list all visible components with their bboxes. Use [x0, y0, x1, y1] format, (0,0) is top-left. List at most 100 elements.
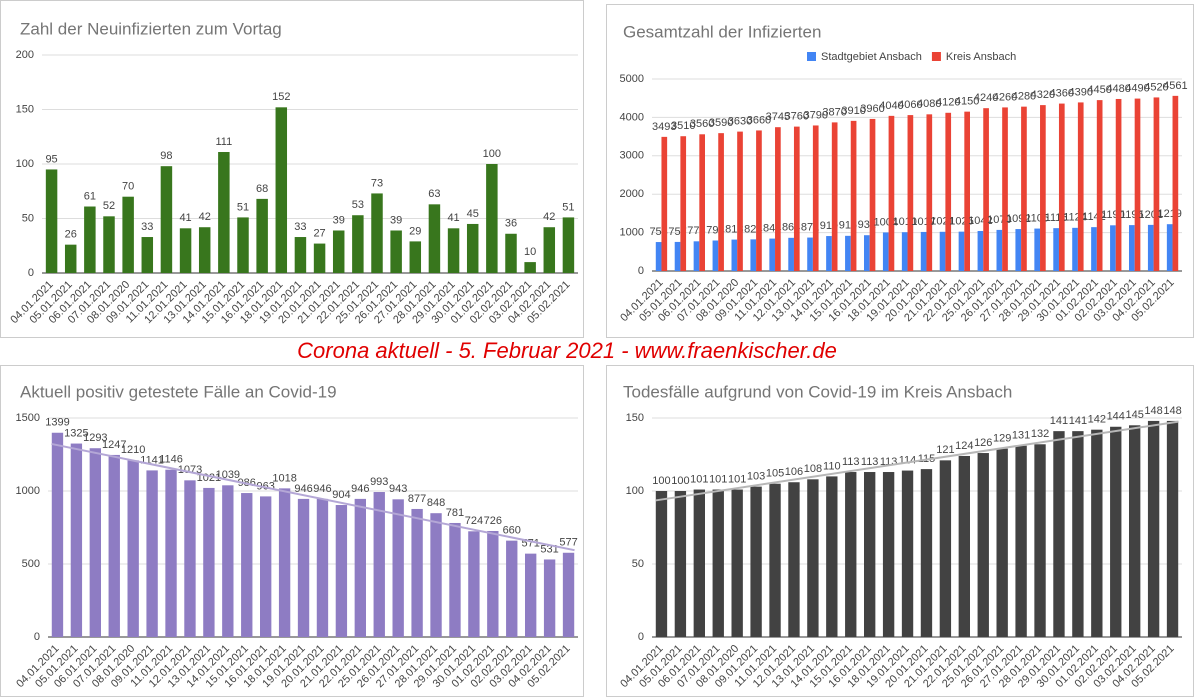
bar: [122, 196, 134, 273]
data-label: 111: [215, 136, 232, 148]
data-label: 124: [955, 440, 973, 452]
data-label: 3493: [652, 121, 676, 133]
bar: [409, 241, 422, 273]
bar: [1072, 431, 1084, 637]
bar: [1115, 98, 1122, 271]
bar: [354, 498, 366, 637]
bar: [775, 127, 781, 271]
data-label: 877: [408, 493, 426, 505]
data-label: 1293: [83, 432, 107, 444]
data-label: 100: [652, 475, 670, 487]
bar: [958, 455, 970, 637]
y-tick-label: 1000: [16, 485, 40, 497]
data-label: 4450: [1087, 84, 1111, 96]
bar: [524, 262, 536, 273]
data-label: 110: [823, 460, 841, 472]
data-label: 39: [333, 214, 345, 226]
y-tick-label: 1500: [16, 412, 40, 424]
bar: [165, 469, 177, 637]
chart-title: Aktuell positiv getestete Fälle an Covid…: [20, 382, 337, 401]
bar: [831, 122, 838, 271]
y-tick-label: 3000: [620, 150, 644, 162]
bar: [411, 508, 423, 637]
bar: [260, 496, 272, 637]
data-label: 39: [390, 214, 402, 226]
y-tick-label: 50: [632, 558, 644, 570]
bar: [1110, 225, 1116, 271]
bar: [51, 432, 64, 637]
data-label: 10: [524, 246, 536, 258]
bar: [1015, 229, 1022, 271]
data-label: 113: [842, 456, 860, 468]
y-tick-label: 100: [16, 158, 34, 170]
y-tick-label: 500: [22, 558, 40, 570]
bar: [939, 231, 946, 271]
bar: [316, 498, 329, 637]
bar: [373, 492, 385, 637]
bar: [160, 166, 173, 273]
bar: [1134, 98, 1141, 271]
bar: [731, 239, 738, 271]
bar: [1034, 444, 1046, 637]
banner: Corona aktuell - 5. Februar 2021 - www.f…: [297, 338, 837, 363]
y-tick-label: 200: [16, 49, 34, 61]
bar: [712, 489, 724, 637]
data-label: 3870: [822, 106, 846, 118]
bar: [506, 540, 518, 637]
bar: [127, 460, 139, 637]
bar: [807, 479, 819, 637]
bar: [1072, 227, 1078, 271]
bar: [237, 217, 249, 273]
bar: [850, 120, 857, 271]
y-tick-label: 0: [638, 265, 644, 277]
data-label: 101: [728, 473, 746, 485]
data-label: 3790: [803, 109, 827, 121]
data-label: 4040: [879, 100, 903, 112]
data-label: 41: [179, 212, 191, 224]
bar: [1015, 445, 1027, 637]
bar: [1129, 425, 1141, 637]
data-label: 61: [84, 190, 96, 202]
data-label: 63: [428, 188, 440, 200]
bar: [64, 244, 77, 273]
data-label: 145: [1125, 409, 1143, 421]
data-label: 3960: [860, 103, 884, 115]
data-label: 108: [804, 463, 822, 475]
bar: [146, 470, 158, 637]
bar: [769, 483, 781, 637]
data-label: 142: [1088, 414, 1106, 426]
bar: [297, 498, 310, 637]
bar: [1147, 420, 1160, 637]
data-label: 98: [160, 150, 172, 162]
data-label: 27: [313, 227, 325, 239]
bar: [793, 126, 800, 271]
bar: [278, 488, 291, 637]
data-label: 993: [370, 476, 388, 488]
y-tick-label: 0: [34, 631, 40, 643]
bar: [926, 114, 933, 271]
bar: [1002, 107, 1008, 271]
bar: [864, 235, 870, 271]
data-label: 3510: [671, 120, 695, 132]
y-tick-label: 0: [28, 267, 34, 279]
data-label: 4360: [1050, 87, 1074, 99]
data-label: 943: [389, 483, 407, 495]
data-label: 4240: [974, 92, 998, 104]
data-label: 4390: [1068, 86, 1092, 98]
y-tick-label: 50: [22, 212, 34, 224]
data-label: 4480: [1106, 83, 1130, 95]
bar: [983, 108, 989, 272]
bar: [141, 237, 154, 273]
bar: [864, 472, 876, 637]
bar: [184, 480, 196, 637]
data-label: 4120: [936, 97, 960, 109]
data-label: 4080: [917, 98, 941, 110]
data-label: 3630: [728, 116, 752, 128]
bar: [543, 227, 556, 273]
data-label: 577: [559, 537, 577, 549]
bar: [712, 240, 719, 271]
bar: [907, 115, 914, 271]
data-label: 33: [294, 221, 306, 233]
bar: [845, 235, 851, 271]
bar: [256, 198, 268, 273]
